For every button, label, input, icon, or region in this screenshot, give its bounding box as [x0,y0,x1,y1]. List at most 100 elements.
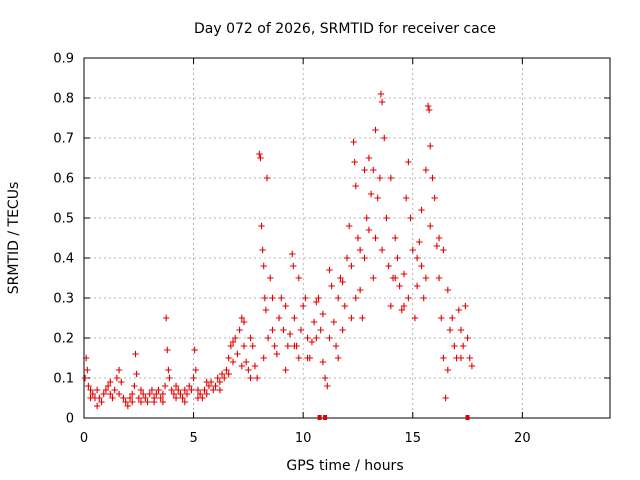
data-point [402,194,410,202]
x-tick-labels: 0 5 10 15 20 [80,431,531,446]
data-point [229,358,237,366]
data-point [191,346,198,354]
data-point [400,302,408,310]
data-point [115,390,123,398]
data-point [181,386,189,394]
y-tick-label: 0.6 [53,172,74,187]
y-tick-labels: 0 0.1 0.2 0.3 0.4 0.5 0.6 0.7 0.8 0.9 [53,52,74,427]
data-point [350,138,357,146]
data-point [259,246,266,254]
data-point [258,222,265,230]
data-point [109,394,116,402]
data-point [186,382,193,390]
zero-marker [465,415,470,420]
data-point [168,386,175,394]
data-point [238,362,245,370]
data-point [159,398,167,406]
data-point [337,274,344,282]
data-point [229,338,237,346]
data-point [256,150,263,158]
data-point [161,382,169,390]
data-point [291,314,298,322]
data-point [378,246,386,254]
data-point [341,302,349,310]
data-point [203,378,210,386]
data-point [194,386,202,394]
data-point [411,314,419,322]
data-point [216,378,224,386]
data-point [319,358,327,366]
data-point [376,174,384,182]
data-point [339,278,346,286]
data-point [166,374,173,382]
data-point [372,234,379,242]
data-point [85,382,92,390]
data-point [262,306,270,314]
data-point [304,334,311,342]
data-point [82,354,90,362]
data-point [251,362,259,370]
grid-lines [84,58,610,418]
data-point [137,386,145,394]
y-tick-label: 0.8 [53,92,74,107]
data-point [133,370,140,378]
data-point [234,350,241,358]
data-point [455,306,462,314]
data-point [361,254,368,262]
data-point [203,390,210,398]
data-point [81,374,89,382]
data-point [216,386,224,394]
data-point [188,386,195,394]
data-point [218,370,226,378]
data-point [427,222,434,230]
data-point [210,386,217,394]
data-point [100,390,107,398]
data-point [370,274,377,282]
y-axis-title: SRMTID / TECUs [6,182,22,295]
data-point [466,354,473,362]
data-point [146,390,153,398]
data-point [427,142,434,150]
data-point [271,342,278,350]
data-point [295,274,302,282]
data-point [162,314,170,322]
data-point [385,262,392,270]
data-point [446,326,454,334]
data-point [236,326,243,334]
data-point [444,286,452,294]
data-point [98,398,105,406]
data-point [315,294,322,302]
y-tick-label: 0 [66,412,74,427]
x-axis-title: GPS time / hours [286,458,403,474]
data-point [282,302,289,310]
data-point [132,350,139,358]
data-point [212,382,219,390]
data-point [387,174,395,182]
data-point [102,386,110,394]
data-point [462,302,469,310]
data-point [93,386,101,394]
data-point [429,174,436,182]
data-point [407,214,414,222]
data-point [352,182,359,190]
data-point [302,294,309,302]
data-point [332,342,340,350]
data-point [126,394,134,402]
data-point [84,366,91,374]
data-point [374,194,381,202]
data-point [459,342,467,350]
data-point [192,366,199,374]
data-point [135,394,142,402]
data-point [440,354,447,362]
data-point [164,346,171,354]
data-point [225,370,232,378]
data-point [345,222,353,230]
data-point [111,386,118,394]
data-point [363,214,370,222]
data-point [227,342,235,350]
data-point [183,390,191,398]
data-point [179,394,186,402]
data-point [122,398,129,406]
data-point [392,234,399,242]
data-point [398,306,405,314]
